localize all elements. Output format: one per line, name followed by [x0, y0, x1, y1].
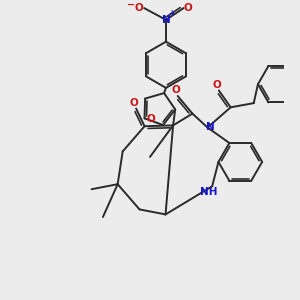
Text: O: O — [172, 85, 180, 95]
Text: O: O — [213, 80, 222, 90]
Text: NH: NH — [200, 187, 218, 197]
Text: O: O — [135, 3, 143, 13]
Text: −: − — [127, 0, 135, 10]
Text: N: N — [162, 15, 170, 25]
Text: O: O — [146, 114, 155, 124]
Text: N: N — [206, 122, 214, 132]
Text: O: O — [183, 3, 192, 13]
Text: +: + — [169, 10, 175, 19]
Text: O: O — [129, 98, 138, 108]
